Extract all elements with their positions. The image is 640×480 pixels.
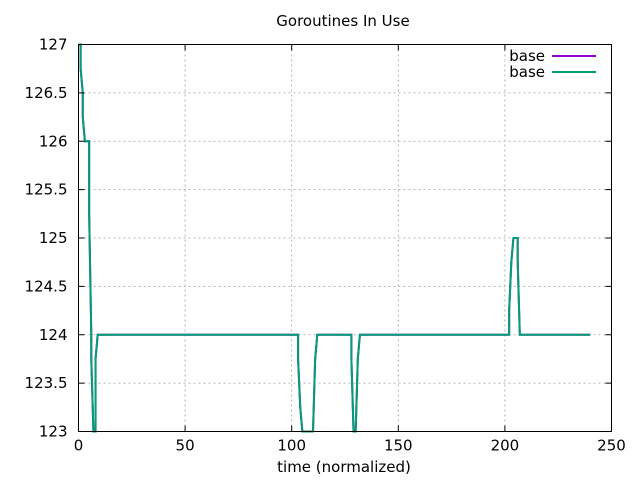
legend-label-0: base [509,47,545,65]
y-tick-label: 127 [39,36,68,54]
legend-label-1: base [509,63,545,81]
x-tick-label: 250 [597,437,626,455]
y-tick-label: 125.5 [25,181,68,199]
x-tick-label: 100 [277,437,306,455]
x-tick-label: 150 [384,437,413,455]
x-tick-label: 0 [74,437,84,455]
y-tick-label: 124.5 [25,277,68,295]
chart-title: Goroutines In Use [276,12,409,30]
axis-ticks: 0 50 100 150 200 250 123 123.5 124 124.5 125 125.5 1… [25,36,626,455]
x-tick-label: 200 [491,437,520,455]
y-tick-label: 123 [39,423,68,441]
y-tick-label: 125 [39,229,68,247]
y-tick-label: 124 [39,326,68,344]
y-tick-label: 126.5 [25,84,68,102]
y-tick-label: 126 [39,132,68,150]
y-tick-label: 123.5 [25,374,68,392]
x-tick-label: 50 [176,437,195,455]
grid-lines [78,44,612,432]
x-axis-label: time (normalized) [277,458,411,476]
series-layer [78,43,591,433]
series-line-1 [78,43,591,433]
